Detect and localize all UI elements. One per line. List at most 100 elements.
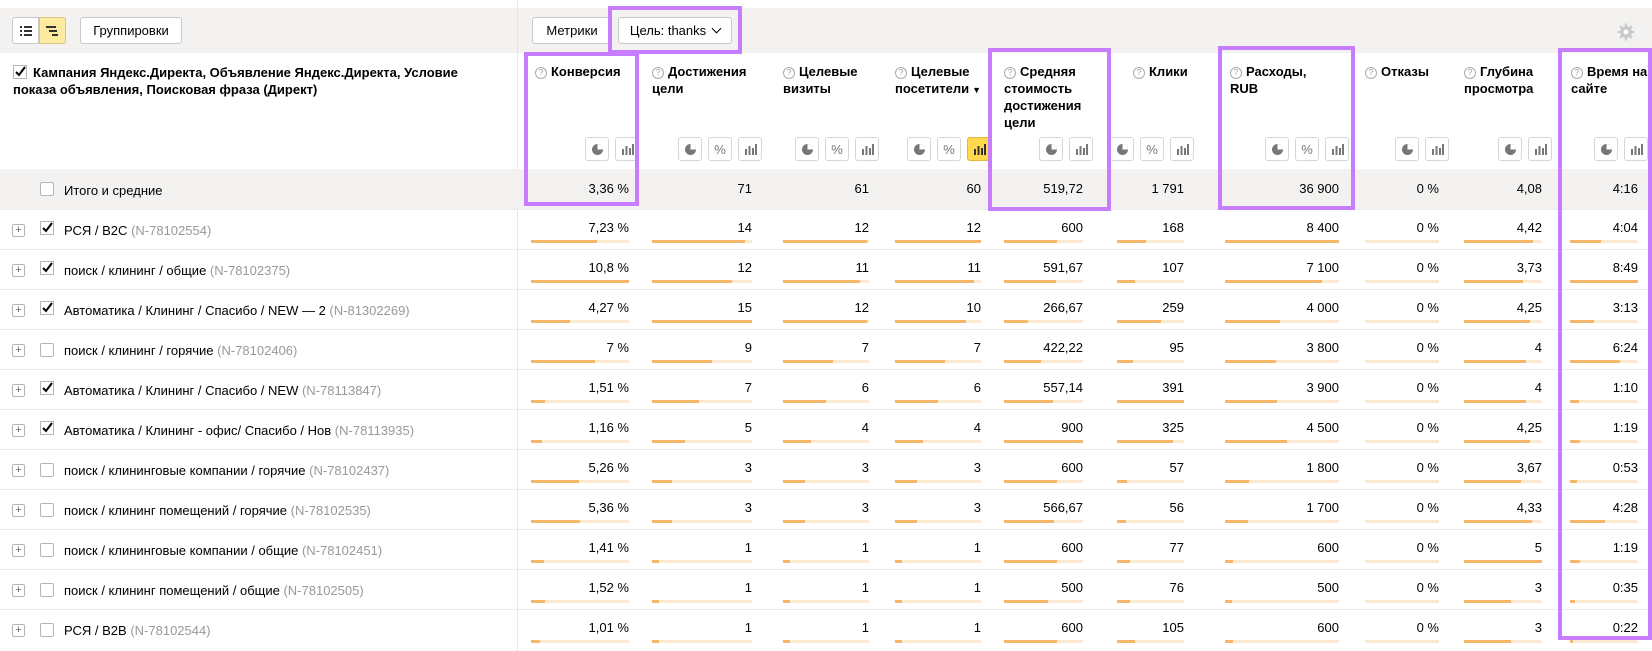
expand-icon[interactable]: +: [12, 624, 25, 637]
row-name[interactable]: поиск / клининг помещений / общие (N-781…: [64, 583, 364, 599]
bar-chart-icon[interactable]: [615, 137, 639, 161]
expand-icon[interactable]: +: [12, 584, 25, 597]
row-name[interactable]: поиск / клининг / общие (N-78102375): [64, 263, 290, 279]
row-checkbox-checked[interactable]: [40, 301, 54, 315]
expand-icon[interactable]: +: [12, 544, 25, 557]
row-name[interactable]: поиск / клининг помещений / горячие (N-7…: [64, 503, 371, 519]
help-icon[interactable]: ?: [1464, 67, 1476, 79]
help-icon[interactable]: ?: [1133, 67, 1145, 79]
table-row[interactable]: + РСЯ / B2B (N-78102544) 1,01 % 1 1 1 600 105 60…: [0, 609, 1652, 649]
pie-chart-icon[interactable]: [678, 137, 702, 161]
pie-chart-icon[interactable]: [1498, 137, 1522, 161]
table-row[interactable]: + поиск / клининг / общие (N-78102375) 10,…: [0, 249, 1652, 289]
metrics-button[interactable]: Метрики: [532, 17, 612, 44]
goal-select[interactable]: Цель: thanks: [618, 17, 732, 44]
expand-icon[interactable]: +: [12, 304, 25, 317]
row-checkbox[interactable]: [40, 343, 54, 357]
percent-icon[interactable]: %: [937, 137, 961, 161]
totals-checkbox[interactable]: [40, 182, 54, 196]
pie-chart-icon[interactable]: [1594, 137, 1618, 161]
row-name[interactable]: Автоматика / Клининг / Спасибо / NEW — 2…: [64, 303, 410, 319]
list-view-button[interactable]: [12, 17, 39, 44]
bar-chart-icon[interactable]: [1325, 137, 1349, 161]
groupings-button[interactable]: Группировки: [80, 17, 182, 44]
row-name[interactable]: поиск / клининговые компании / общие (N-…: [64, 543, 382, 559]
help-icon[interactable]: ?: [1365, 67, 1377, 79]
bar-chart-icon[interactable]: [967, 137, 991, 161]
column-header-tim[interactable]: ? Время на сайте: [1571, 63, 1649, 97]
row-checkbox-checked[interactable]: [40, 221, 54, 235]
percent-icon[interactable]: %: [1295, 137, 1319, 161]
pie-chart-icon[interactable]: [1265, 137, 1289, 161]
expand-icon[interactable]: +: [12, 424, 25, 437]
pie-chart-icon[interactable]: [1395, 137, 1419, 161]
sort-desc-icon[interactable]: ▼: [972, 85, 982, 95]
table-row[interactable]: + Автоматика / Клининг / Спасибо / NEW (N…: [0, 369, 1652, 409]
column-header-vis[interactable]: ? Целевые визиты: [783, 63, 871, 97]
help-icon[interactable]: ?: [1004, 67, 1016, 79]
expand-icon[interactable]: +: [12, 504, 25, 517]
help-icon[interactable]: ?: [535, 67, 547, 79]
expand-icon[interactable]: +: [12, 384, 25, 397]
table-row[interactable]: + поиск / клининг помещений / общие (N-78…: [0, 569, 1652, 609]
bar-chart-icon[interactable]: [1425, 137, 1449, 161]
row-checkbox[interactable]: [40, 503, 54, 517]
column-header-clk[interactable]: ? Клики: [1133, 63, 1193, 80]
table-row[interactable]: + Автоматика / Клининг / Спасибо / NEW — …: [0, 289, 1652, 329]
expand-icon[interactable]: +: [12, 464, 25, 477]
row-checkbox-checked[interactable]: [40, 421, 54, 435]
bar-chart-icon[interactable]: [1069, 137, 1093, 161]
gear-icon[interactable]: [1617, 23, 1635, 41]
percent-icon[interactable]: %: [708, 137, 732, 161]
pie-chart-icon[interactable]: [907, 137, 931, 161]
help-icon[interactable]: ?: [783, 67, 795, 79]
value-bar-fill: [1570, 360, 1620, 363]
column-header-dep[interactable]: ? Глубина просмотра: [1464, 63, 1544, 97]
row-checkbox[interactable]: [40, 463, 54, 477]
pie-chart-icon[interactable]: [585, 137, 609, 161]
value-bar: [1225, 560, 1339, 563]
pie-chart-icon[interactable]: [1039, 137, 1063, 161]
table-row[interactable]: + поиск / клининговые компании / горячие …: [0, 449, 1652, 489]
help-icon[interactable]: ?: [895, 67, 907, 79]
row-name[interactable]: РСЯ / B2C (N-78102554): [64, 223, 211, 239]
bar-chart-icon[interactable]: [1170, 137, 1194, 161]
row-name[interactable]: РСЯ / B2B (N-78102544): [64, 623, 211, 639]
row-name[interactable]: Автоматика / Клининг - офис/ Спасибо / Н…: [64, 423, 414, 439]
expand-icon[interactable]: +: [12, 344, 25, 357]
bar-chart-icon[interactable]: [1624, 137, 1648, 161]
percent-icon[interactable]: %: [1140, 137, 1164, 161]
table-row[interactable]: + Автоматика / Клининг - офис/ Спасибо / …: [0, 409, 1652, 449]
help-icon[interactable]: ?: [1230, 67, 1242, 79]
pie-chart-icon[interactable]: [1110, 137, 1134, 161]
row-checkbox[interactable]: [40, 543, 54, 557]
expand-icon[interactable]: +: [12, 264, 25, 277]
row-checkbox-checked[interactable]: [40, 261, 54, 275]
column-header-exp[interactable]: ? Расходы, RUB: [1230, 63, 1330, 97]
help-icon[interactable]: ?: [652, 67, 664, 79]
column-header-usr[interactable]: ? Целевые посетители ▼: [895, 63, 987, 99]
row-name[interactable]: поиск / клининг / горячие (N-78102406): [64, 343, 297, 359]
table-row[interactable]: + РСЯ / B2C (N-78102554) 7,23 % 14 12 12 600 16…: [0, 209, 1652, 249]
column-header-cost[interactable]: ? Средняя стоимость достижения цели: [1004, 63, 1104, 131]
table-row[interactable]: + поиск / клининговые компании / общие (N…: [0, 529, 1652, 569]
column-header-ach[interactable]: ? Достижения цели: [652, 63, 752, 97]
table-row[interactable]: + поиск / клининг помещений / горячие (N-…: [0, 489, 1652, 529]
dimension-header[interactable]: Кампания Яндекс.Директа, Объявление Янде…: [13, 63, 503, 98]
bar-chart-icon[interactable]: [1528, 137, 1552, 161]
bar-chart-icon[interactable]: [855, 137, 879, 161]
pie-chart-icon[interactable]: [795, 137, 819, 161]
row-checkbox[interactable]: [40, 583, 54, 597]
percent-icon[interactable]: %: [825, 137, 849, 161]
help-icon[interactable]: ?: [1571, 67, 1583, 79]
expand-icon[interactable]: +: [12, 224, 25, 237]
bar-chart-icon[interactable]: [738, 137, 762, 161]
row-name[interactable]: поиск / клининговые компании / горячие (…: [64, 463, 389, 479]
row-checkbox-checked[interactable]: [40, 381, 54, 395]
table-row[interactable]: + поиск / клининг / горячие (N-78102406) 7…: [0, 329, 1652, 369]
tree-view-button[interactable]: [39, 17, 66, 44]
row-name[interactable]: Автоматика / Клининг / Спасибо / NEW (N-…: [64, 383, 381, 399]
row-checkbox[interactable]: [40, 623, 54, 637]
column-header-conv[interactable]: ? Конверсия: [535, 63, 635, 80]
column-header-bnc[interactable]: ? Отказы: [1365, 63, 1440, 80]
